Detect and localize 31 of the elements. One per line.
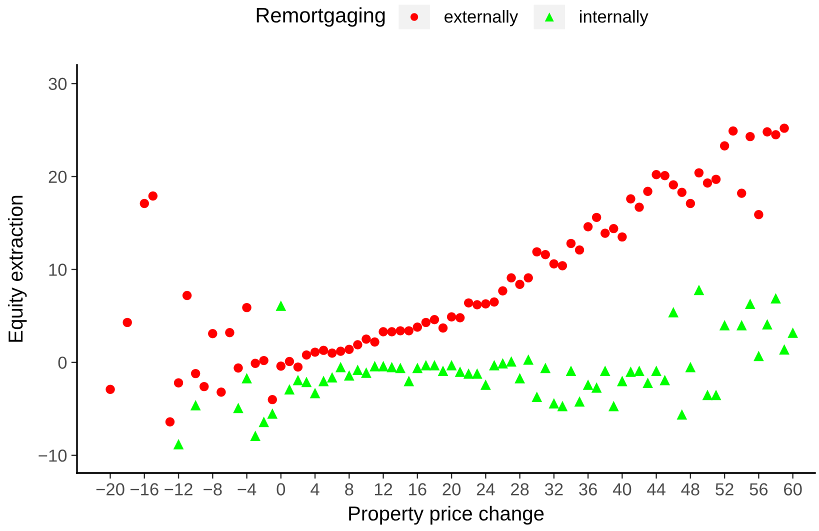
x-tick-label: 24 bbox=[476, 483, 495, 496]
x-tick-label: 0 bbox=[276, 483, 286, 496]
x-tick-label: 28 bbox=[511, 483, 529, 496]
legend-label: externally bbox=[444, 10, 518, 26]
x-tick-label: −4 bbox=[238, 483, 256, 496]
legend-label: internally bbox=[580, 10, 648, 26]
x-tick-label: 32 bbox=[544, 483, 563, 496]
x-tick-label: 4 bbox=[310, 483, 320, 496]
x-tick-label: 8 bbox=[345, 483, 354, 496]
x-tick-label: 12 bbox=[374, 483, 392, 496]
x-tick-label: 20 bbox=[442, 483, 461, 496]
x-tick-label: −16 bbox=[130, 483, 158, 496]
x-tick-label: 56 bbox=[750, 483, 768, 496]
x-tick-label: 44 bbox=[647, 483, 666, 496]
y-axis-title: Equity extraction bbox=[8, 196, 27, 342]
x-tick-label: 48 bbox=[681, 483, 700, 496]
x-tick-label: 36 bbox=[579, 483, 597, 496]
y-tick-label: 30 bbox=[48, 78, 67, 90]
legend-title: Remortgaging bbox=[256, 7, 385, 27]
x-tick-label: −8 bbox=[204, 483, 222, 496]
x-tick-label: −20 bbox=[96, 483, 124, 496]
y-tick-label: 10 bbox=[49, 264, 67, 276]
x-tick-label: 40 bbox=[612, 483, 632, 496]
x-tick-label: 16 bbox=[409, 483, 426, 496]
x-tick-label: 60 bbox=[784, 483, 802, 496]
y-tick-label: −10 bbox=[38, 450, 67, 462]
y-tick-label: 0 bbox=[58, 356, 67, 369]
x-tick-label: −12 bbox=[164, 483, 192, 496]
x-axis-title: Property price change bbox=[349, 506, 544, 525]
y-tick-label: 20 bbox=[48, 170, 67, 183]
x-tick-label: 52 bbox=[716, 483, 734, 496]
